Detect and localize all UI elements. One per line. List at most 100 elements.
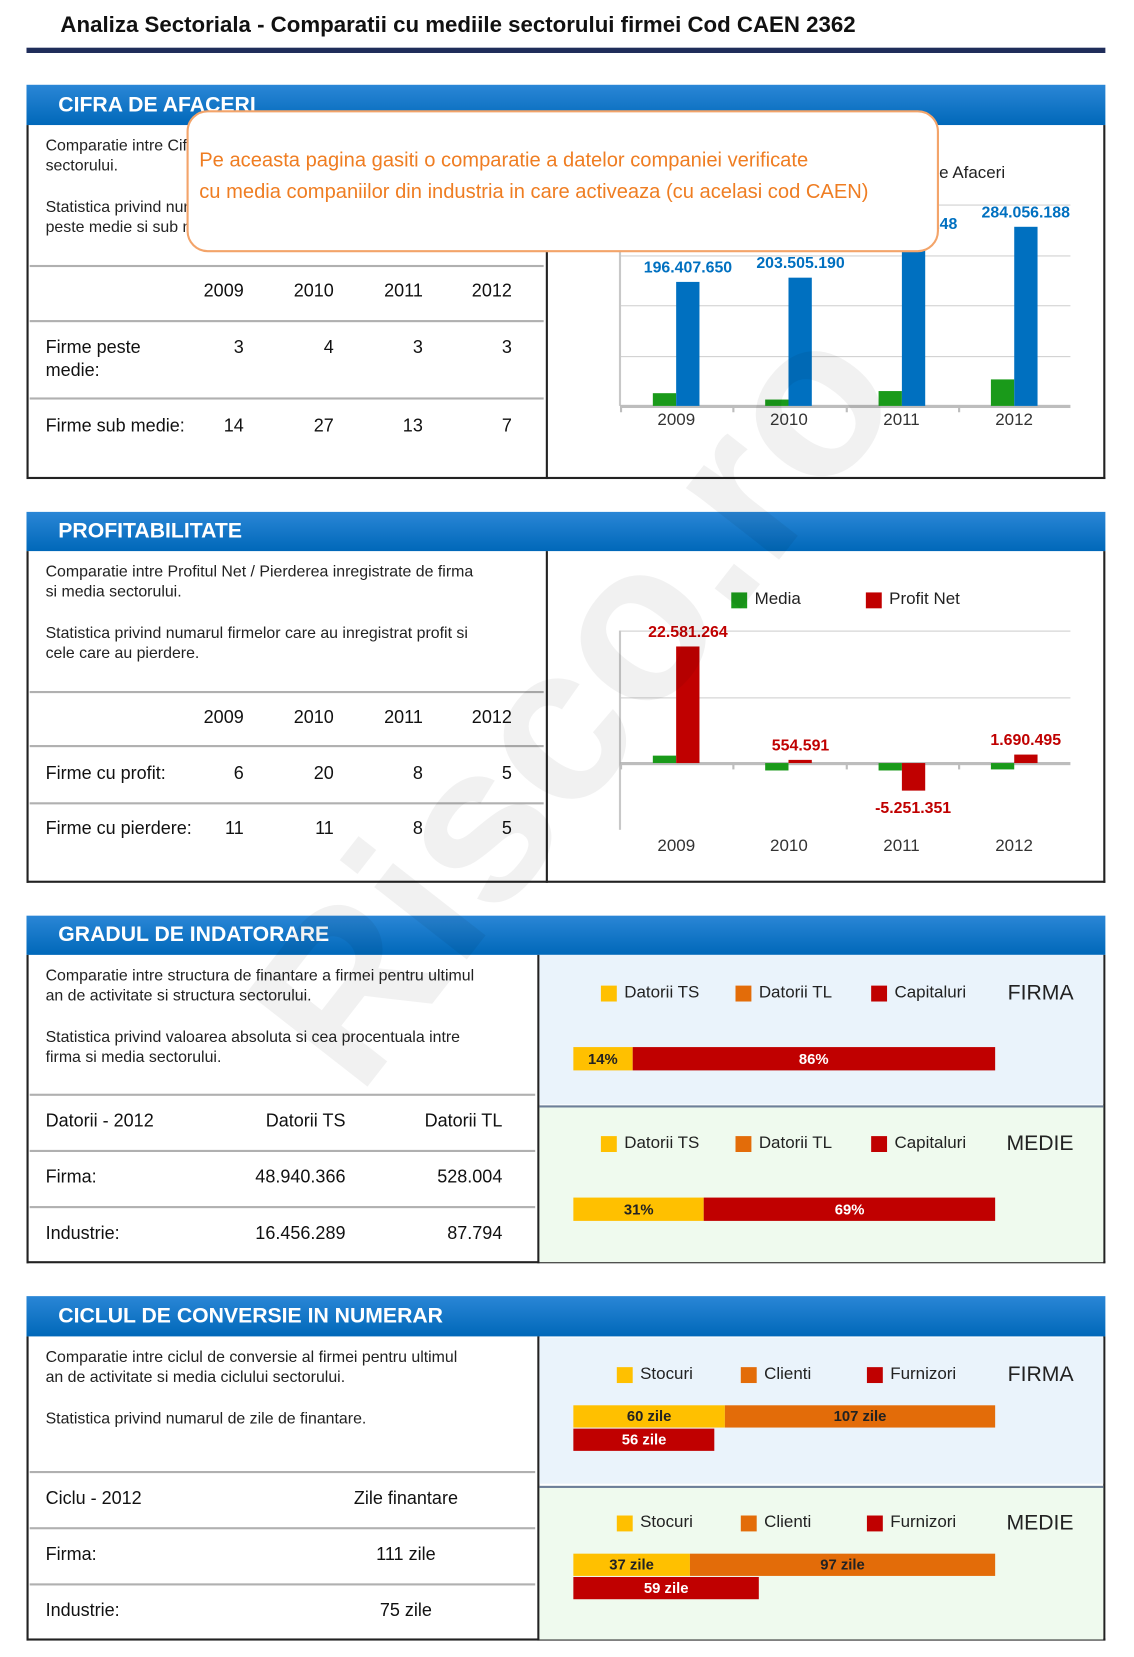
bar: [788, 277, 813, 406]
table-header: Ciclu - 2012: [45, 1487, 142, 1509]
table-cell: 20: [313, 763, 334, 784]
table-cell: 4: [323, 337, 334, 358]
bar: [652, 393, 677, 406]
table-header: Zile finantare: [353, 1487, 458, 1509]
panel-label: MEDIE: [1006, 1131, 1074, 1156]
table-cell: 5: [501, 818, 512, 839]
legend-swatch: [600, 985, 617, 1002]
table-header: 2010: [293, 706, 334, 728]
table-cell: 13: [402, 415, 423, 436]
section-title: GRADUL DE INDATORARE: [58, 923, 330, 947]
table-header: Datorii TL: [424, 1110, 503, 1131]
legend-swatch: [735, 985, 752, 1002]
row-label: Firma:: [45, 1544, 97, 1565]
legend-label: Furnizori: [890, 1513, 957, 1532]
grid-line: [619, 696, 1071, 698]
legend-swatch: [871, 1136, 888, 1153]
section-box: [26, 1336, 1106, 1641]
bar: [878, 763, 902, 771]
legend-swatch: [740, 1367, 757, 1384]
table-cell: 87.794: [447, 1223, 503, 1244]
table-rule: [29, 1583, 536, 1586]
description: peste medie si sub medie.: [45, 218, 231, 237]
description: Statistica privind numarul firmelor care…: [45, 624, 468, 643]
panel: [539, 1105, 1104, 1263]
x-tick: [732, 763, 735, 770]
x-tick: [957, 763, 960, 770]
table-header: Datorii - 2012: [45, 1110, 154, 1131]
table-cell: 3: [233, 337, 244, 358]
table-header: 2012: [471, 280, 512, 301]
description: an de activitate si structura sectorului…: [45, 986, 312, 1005]
description: firma si media sectorului.: [45, 1048, 222, 1067]
title-rule: [26, 47, 1106, 53]
legend-swatch: [866, 1367, 883, 1384]
x-tick-label: 2011: [883, 837, 920, 856]
table-cell: 528.004: [437, 1166, 503, 1187]
value-label: 1.690.495: [990, 731, 1062, 750]
value-label: 31%: [623, 1200, 654, 1218]
bar-segment: [573, 1197, 705, 1221]
table-rule: [29, 1527, 536, 1530]
table-cell: 8: [412, 763, 423, 784]
x-tick-label: 2011: [883, 411, 920, 430]
table-header: 2010: [293, 280, 334, 301]
row-label: Firme peste medie:: [45, 337, 141, 381]
bar-segment: [724, 1405, 996, 1428]
value-label: 203.505.190: [756, 254, 845, 273]
legend-label: Clienti: [764, 1513, 812, 1532]
description: Statistica privind valoarea absoluta si …: [45, 1028, 461, 1047]
y-axis: [618, 630, 622, 830]
legend-label: Profit Net: [889, 590, 960, 609]
description: si media sectorului.: [45, 582, 182, 601]
value-label: 59 zile: [643, 1579, 689, 1597]
legend-label: Clienti: [764, 1365, 812, 1384]
x-tick-label: 2010: [770, 837, 808, 856]
table-cell: 5: [501, 763, 512, 784]
row-label: Firme sub medie:: [45, 415, 185, 436]
grid-line: [619, 355, 1071, 357]
legend-label: Datorii TS: [624, 983, 700, 1002]
bar-segment: [704, 1197, 996, 1221]
legend-label: Datorii TS: [624, 1133, 700, 1153]
grid-line: [619, 254, 1071, 256]
panel-label: FIRMA: [1007, 981, 1074, 1005]
bar-segment: [573, 1553, 690, 1576]
description: Comparatie intre ciclul de conversie al …: [45, 1348, 458, 1367]
grid-line: [619, 305, 1071, 307]
legend-swatch: [740, 1515, 757, 1532]
bar: [788, 760, 813, 764]
bar: [652, 755, 677, 764]
x-tick-label: 2012: [995, 837, 1033, 856]
row-label: Industrie:: [45, 1600, 120, 1621]
bar-segment: [632, 1047, 996, 1071]
panel: [539, 954, 1104, 1105]
bar: [1014, 227, 1038, 406]
table-cell: 14: [223, 415, 244, 436]
table-header: 2011: [384, 280, 423, 301]
section-divider: [537, 1336, 540, 1641]
bar: [901, 763, 925, 791]
bar-segment: [689, 1553, 996, 1576]
x-tick-label: 2009: [657, 837, 696, 856]
panel-label: FIRMA: [1007, 1362, 1074, 1387]
bar-segment: [573, 1428, 715, 1451]
table-rule: [29, 1206, 536, 1209]
description: Comparatie intre structura de finantare …: [45, 966, 475, 985]
legend-label: Datorii TL: [758, 1133, 833, 1153]
legend-swatch: [865, 592, 882, 609]
value-label: 86%: [798, 1050, 829, 1068]
legend-label: Capitaluri: [894, 983, 967, 1002]
section-header: [26, 1296, 1106, 1337]
table-cell: 11: [225, 818, 244, 839]
legend-swatch: [731, 592, 748, 609]
section-box: [26, 125, 1106, 480]
x-tick: [619, 763, 623, 770]
description: cele care au pierdere.: [45, 644, 200, 663]
description: an de activitate si media ciclului secto…: [45, 1368, 346, 1387]
value-label: 56 zile: [621, 1430, 667, 1448]
bar: [765, 399, 789, 406]
table-cell: 48.940.366: [255, 1166, 346, 1187]
table-cell: 27: [313, 415, 334, 436]
